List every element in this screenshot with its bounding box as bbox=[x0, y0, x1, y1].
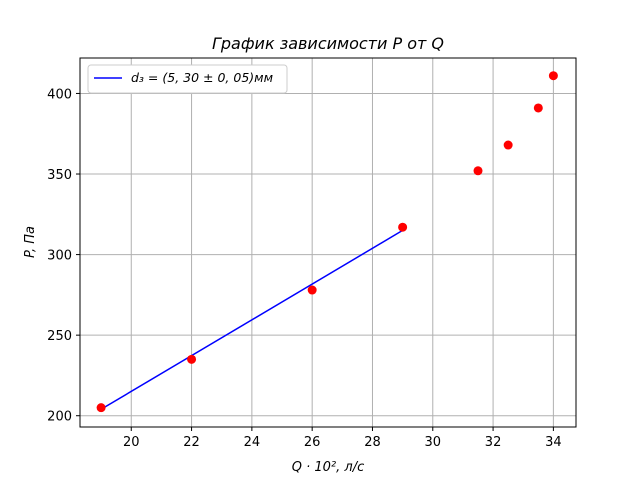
chart-title: График зависимости P от Q bbox=[212, 34, 444, 53]
y-tick-label: 200 bbox=[47, 410, 72, 425]
axis-ticks: 20 22 24 26 28 30 32 34 200 250 300 350 400 bbox=[47, 87, 561, 450]
data-point bbox=[548, 71, 558, 81]
x-tick-label: 30 bbox=[425, 435, 442, 450]
y-tick-label: 350 bbox=[47, 168, 72, 183]
x-tick-label: 34 bbox=[545, 435, 562, 450]
plot-frame bbox=[79, 57, 577, 428]
x-axis-label: Q · 10², л/c bbox=[292, 460, 364, 475]
data-marks bbox=[96, 71, 558, 413]
fit-line bbox=[100, 229, 404, 410]
legend: d₃ = (5, 30 ± 0, 05)мм bbox=[87, 64, 288, 94]
data-point bbox=[187, 354, 197, 364]
data-point bbox=[503, 140, 513, 150]
data-point bbox=[533, 103, 543, 113]
x-tick-label: 24 bbox=[244, 435, 261, 450]
y-axis-label: P, Па bbox=[23, 226, 38, 258]
x-tick-label: 28 bbox=[364, 435, 381, 450]
x-tick-label: 26 bbox=[304, 435, 321, 450]
y-tick-label: 300 bbox=[47, 249, 72, 264]
x-tick-label: 22 bbox=[183, 435, 200, 450]
data-point bbox=[473, 166, 483, 176]
y-tick-label: 400 bbox=[47, 87, 72, 102]
grid bbox=[80, 58, 576, 427]
x-tick-label: 20 bbox=[123, 435, 140, 450]
y-tick-label: 250 bbox=[47, 329, 72, 344]
x-tick-label: 32 bbox=[485, 435, 502, 450]
legend-entry-label: d₃ = (5, 30 ± 0, 05)мм bbox=[131, 70, 273, 85]
data-point bbox=[307, 285, 317, 295]
data-point bbox=[398, 222, 408, 232]
data-point bbox=[96, 403, 106, 413]
legend-box bbox=[87, 64, 288, 94]
